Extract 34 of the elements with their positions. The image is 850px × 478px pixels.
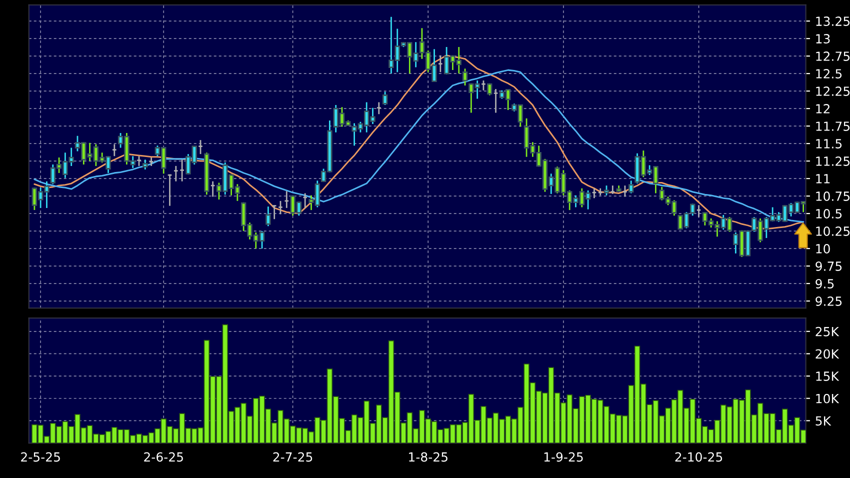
candlestick bbox=[266, 206, 271, 227]
x-tick-label: 2-6-25 bbox=[144, 452, 183, 462]
x-tick-label: 2-10-25 bbox=[675, 452, 722, 462]
y-tick-label: 12.25 bbox=[816, 86, 850, 96]
y-tick-label: 11.75 bbox=[816, 122, 850, 131]
candlestick bbox=[462, 68, 468, 86]
y-tick-label: 10.5 bbox=[816, 209, 842, 218]
y-tick-label: 15K bbox=[816, 372, 840, 381]
y-tick-label: 11.25 bbox=[816, 156, 850, 166]
x-tick-label: 2-7-25 bbox=[273, 452, 312, 462]
x-tick-label: 1-9-25 bbox=[544, 452, 583, 462]
candlestick bbox=[628, 180, 634, 194]
x-tick-label: 1-8-25 bbox=[409, 452, 448, 462]
y-tick-label: 10.25 bbox=[816, 226, 850, 236]
y-tick-label: 9.25 bbox=[816, 296, 842, 306]
y-tick-label: 5K bbox=[816, 416, 832, 426]
y-tick-label: 11 bbox=[816, 174, 830, 184]
x-tick-label: 2-5-25 bbox=[21, 452, 60, 462]
y-tick-label: 13.25 bbox=[816, 16, 850, 26]
y-tick-label: 9.75 bbox=[816, 262, 842, 271]
candlestick bbox=[604, 184, 610, 196]
candlestick bbox=[142, 158, 148, 170]
y-tick-label: 11.5 bbox=[816, 139, 842, 148]
y-tick-label: 12 bbox=[816, 104, 830, 114]
y-tick-label: 13 bbox=[816, 34, 830, 44]
y-tick-label: 10 bbox=[816, 244, 830, 254]
y-tick-label: 10.75 bbox=[816, 192, 850, 201]
y-tick-label: 20K bbox=[816, 349, 840, 359]
y-tick-label: 12.5 bbox=[816, 69, 842, 78]
y-tick-label: 12.75 bbox=[816, 52, 850, 61]
candlestick bbox=[382, 91, 388, 106]
y-tick-label: 10K bbox=[816, 394, 840, 404]
y-tick-label: 25K bbox=[816, 326, 840, 336]
y-tick-label: 9.5 bbox=[816, 279, 834, 288]
